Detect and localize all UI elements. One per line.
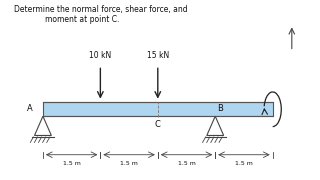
Polygon shape [207, 116, 224, 136]
Text: B: B [217, 104, 223, 113]
Text: 1.5 m: 1.5 m [120, 161, 138, 166]
Text: A: A [27, 104, 32, 113]
Polygon shape [35, 116, 51, 136]
Text: 10 kN: 10 kN [89, 51, 111, 60]
Text: moment at point C.: moment at point C. [45, 15, 119, 24]
Text: Determine the normal force, shear force, and: Determine the normal force, shear force,… [13, 5, 187, 14]
Text: 1.5 m: 1.5 m [178, 161, 196, 166]
Bar [43, 102, 273, 116]
Text: 1.5 m: 1.5 m [235, 161, 253, 166]
Text: C: C [155, 120, 161, 129]
Text: 1.5 m: 1.5 m [63, 161, 81, 166]
Text: 15 kN: 15 kN [147, 51, 169, 60]
